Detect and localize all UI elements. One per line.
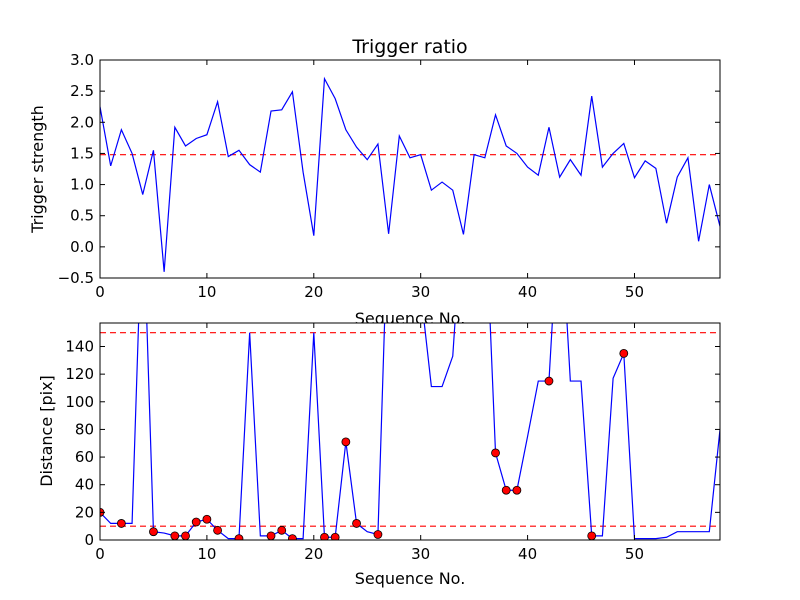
top-series-group	[100, 76, 720, 272]
top-y-tick-label-6: 2.5	[70, 82, 94, 100]
bottom-marker-point-3	[170, 531, 180, 540]
top-plot-area: 0 10 20 30 40 50 −0.5 0.0 0.5 1.0 1.5 2.0 2.5 3.0	[58, 51, 721, 301]
bottom-marker-point-2	[149, 527, 158, 537]
bottom-plot-background	[100, 323, 720, 540]
bottom-marker-point-19	[512, 485, 522, 495]
bottom-marker-point-12	[320, 532, 329, 540]
bottom-marker-point-16	[373, 530, 383, 539]
bottom-y-tick-label-6: 120	[65, 365, 94, 383]
bottom-y-tick-label-5: 100	[65, 393, 94, 411]
top-y-tick-label-1: 0.0	[70, 238, 94, 256]
top-y-tick-label-5: 2.0	[70, 113, 94, 131]
bottom-marker-point-4	[181, 531, 190, 540]
top-y-tick-label-2: 0.5	[70, 207, 94, 225]
top-y-tick-label-4: 1.5	[70, 144, 94, 162]
bottom-marker-point-14	[341, 437, 351, 447]
top-x-tick-label-4: 40	[518, 283, 537, 301]
bottom-plot-area: 0 10 20 30 40 50 0 20 40 60 80 100 120 140	[65, 322, 721, 563]
top-x-tick-label-0: 0	[95, 283, 105, 301]
bottom-marker-point-6	[202, 514, 212, 524]
bottom-y-tick-label-0: 0	[84, 531, 94, 549]
bottom-marker-point-5	[191, 517, 201, 527]
top-y-tick-label-0: −0.5	[58, 269, 94, 287]
bottom-x-tick-label-4: 40	[518, 545, 537, 563]
bottom-marker-point-1	[116, 519, 126, 528]
bottom-y-tick-label-3: 60	[75, 448, 94, 466]
bottom-x-tick-label-5: 50	[625, 545, 644, 563]
bottom-y-tick-label-2: 40	[75, 476, 94, 494]
bottom-marker-point-17	[491, 448, 500, 458]
bottom-marker-point-11	[288, 534, 297, 540]
bottom-y-tick-label-4: 80	[75, 420, 94, 438]
bottom-x-tick-label-3: 30	[411, 545, 430, 563]
bottom-y-tick-label-7: 140	[65, 337, 94, 355]
top-plot-background	[100, 60, 720, 278]
top-chart-title: Trigger ratio	[351, 36, 467, 58]
bottom-marker-point-18	[501, 485, 511, 495]
top-axes-frame	[99, 59, 721, 279]
top-x-tick-label-5: 50	[625, 283, 644, 301]
bottom-marker-point-10	[277, 525, 287, 535]
bottom-marker-point-7	[213, 525, 222, 535]
bottom-x-tick-label-2: 20	[304, 545, 323, 563]
bottom-marker-point-22	[619, 349, 629, 358]
bottom-marker-point-8	[234, 534, 244, 540]
top-y-tick-label-7: 3.0	[70, 51, 94, 69]
top-y-axis-label: Trigger strength	[28, 105, 47, 234]
bottom-marker-point-20	[544, 376, 554, 386]
bottom-marker-point-13	[330, 532, 340, 540]
bottom-y-tick-label-1: 20	[75, 503, 94, 521]
bottom-marker-point-9	[266, 531, 276, 540]
top-x-tick-label-3: 30	[411, 283, 430, 301]
bottom-x-tick-label-0: 0	[95, 545, 105, 563]
bottom-axes-frame	[99, 322, 721, 541]
top-series-line	[100, 76, 720, 272]
bottom-y-axis-label: Distance [pix]	[37, 375, 56, 487]
top-x-tick-label-2: 20	[304, 283, 323, 301]
top-x-tick-label-1: 10	[197, 283, 216, 301]
bottom-marker-point-21	[587, 531, 597, 540]
bottom-marker-point-15	[352, 519, 361, 528]
top-y-tick-label-3: 1.0	[70, 176, 94, 194]
bottom-x-tick-label-1: 10	[197, 545, 216, 563]
bottom-x-axis-label: Sequence No.	[355, 569, 466, 588]
